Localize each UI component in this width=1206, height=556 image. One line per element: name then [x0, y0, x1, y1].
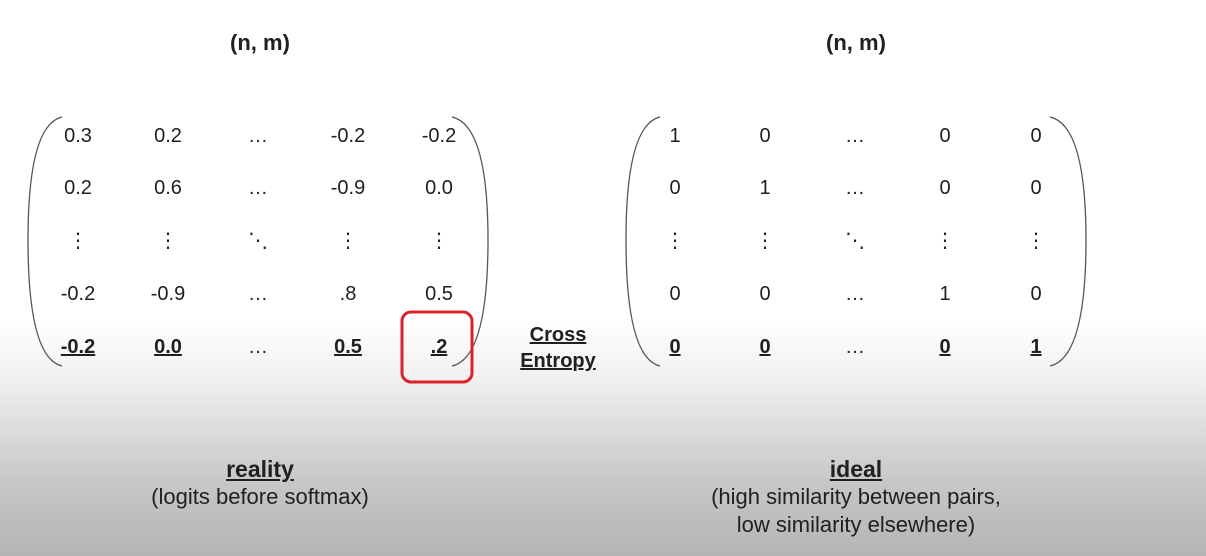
right-matrix-cell-r3-c4: ⋮	[935, 230, 955, 252]
ideal-caption-subtitle-line2: low similarity elsewhere)	[736, 512, 976, 537]
right-matrix-cell-r1-c5: 0	[1030, 125, 1042, 147]
cross-entropy-label: Cross Entropy	[508, 322, 608, 374]
left-matrix-shape-label: (n, m)	[230, 30, 290, 55]
reality-caption: reality (logits before softmax)	[110, 455, 410, 511]
ideal-caption: ideal (high similarity between pairs, lo…	[656, 455, 1056, 539]
left-matrix-cell-r3-c3: ⋱	[248, 230, 268, 252]
right-matrix-cell-r3-c1: ⋮	[665, 230, 685, 252]
right-matrix-close-paren	[1049, 116, 1087, 367]
right-matrix-cell-r1-c4: 0	[939, 125, 951, 147]
left-matrix-cell-r5-c3: …	[248, 336, 268, 358]
right-matrix-cell-r4-c3: …	[845, 283, 865, 305]
right-matrix-cell-r3-c3: ⋱	[845, 230, 865, 252]
left-matrix-cell-r1-c1: 0.3	[64, 125, 92, 147]
left-matrix-cell-r1-c4: -0.2	[330, 125, 366, 147]
left-matrix-cell-r5-c1: -0.2	[60, 336, 96, 358]
right-matrix-cell-r5-c2: 0	[759, 336, 771, 358]
ideal-caption-subtitle-line1: (high similarity between pairs,	[711, 484, 1001, 509]
right-matrix-cell-r2-c3: …	[845, 177, 865, 199]
right-matrix-cell-r2-c5: 0	[1030, 177, 1042, 199]
right-matrix-cell-r2-c1: 0	[669, 177, 681, 199]
left-matrix-cell-r4-c3: …	[248, 283, 268, 305]
right-matrix-cell-r1-c3: …	[845, 125, 865, 147]
ideal-caption-title: ideal	[829, 456, 883, 482]
right-matrix-cell-r4-c2: 0	[759, 283, 771, 305]
left-matrix-cell-r4-c5: 0.5	[425, 283, 453, 305]
left-matrix-cell-r2-c5: 0.0	[425, 177, 453, 199]
left-matrix-cell-r4-c4: .8	[339, 283, 357, 305]
right-matrix-cell-r5-c1: 0	[669, 336, 681, 358]
left-matrix-open-paren	[27, 116, 63, 367]
right-matrix-cell-r2-c4: 0	[939, 177, 951, 199]
left-matrix-cell-r5-c4: 0.5	[334, 336, 362, 358]
left-matrix-cell-r3-c5: ⋮	[429, 230, 449, 252]
left-matrix-cell-r2-c2: 0.6	[154, 177, 182, 199]
left-matrix-close-paren	[451, 116, 489, 367]
left-matrix-cell-r4-c2: -0.9	[150, 283, 186, 305]
left-matrix-cell-r4-c1: -0.2	[60, 283, 96, 305]
left-matrix-cell-r2-c4: -0.9	[330, 177, 366, 199]
right-matrix-cell-r5-c5: 1	[1030, 336, 1042, 358]
right-matrix-cell-r2-c2: 1	[759, 177, 771, 199]
cross-entropy-line1: Cross	[529, 324, 587, 346]
left-matrix-cell-r5-c2: 0.0	[154, 336, 182, 358]
right-matrix-cell-r4-c5: 0	[1030, 283, 1042, 305]
cross-entropy-line2: Entropy	[520, 350, 596, 372]
left-matrix-cell-r1-c3: …	[248, 125, 268, 147]
right-matrix-cell-r4-c4: 1	[939, 283, 951, 305]
right-matrix-cell-r3-c5: ⋮	[1026, 230, 1046, 252]
left-matrix-cell-r1-c2: 0.2	[154, 125, 182, 147]
right-matrix-open-paren	[625, 116, 661, 367]
left-matrix-cell-r2-c1: 0.2	[64, 177, 92, 199]
reality-caption-title: reality	[226, 456, 294, 482]
left-matrix-cell-r3-c2: ⋮	[158, 230, 178, 252]
highlight-box	[400, 310, 474, 384]
left-matrix-cell-r3-c1: ⋮	[68, 230, 88, 252]
right-matrix-cell-r3-c2: ⋮	[755, 230, 775, 252]
left-matrix-cell-r3-c4: ⋮	[338, 230, 358, 252]
right-matrix-cell-r5-c4: 0	[939, 336, 951, 358]
left-matrix-cell-r2-c3: …	[248, 177, 268, 199]
left-matrix-cell-r5-c5: .2	[430, 336, 448, 358]
right-matrix-cell-r1-c1: 1	[669, 125, 681, 147]
right-matrix-cell-r1-c2: 0	[759, 125, 771, 147]
left-matrix-cell-r1-c5: -0.2	[421, 125, 457, 147]
right-matrix-shape-label: (n, m)	[826, 30, 886, 55]
right-matrix-cell-r5-c3: …	[845, 336, 865, 358]
reality-caption-subtitle: (logits before softmax)	[151, 484, 369, 509]
right-matrix-cell-r4-c1: 0	[669, 283, 681, 305]
